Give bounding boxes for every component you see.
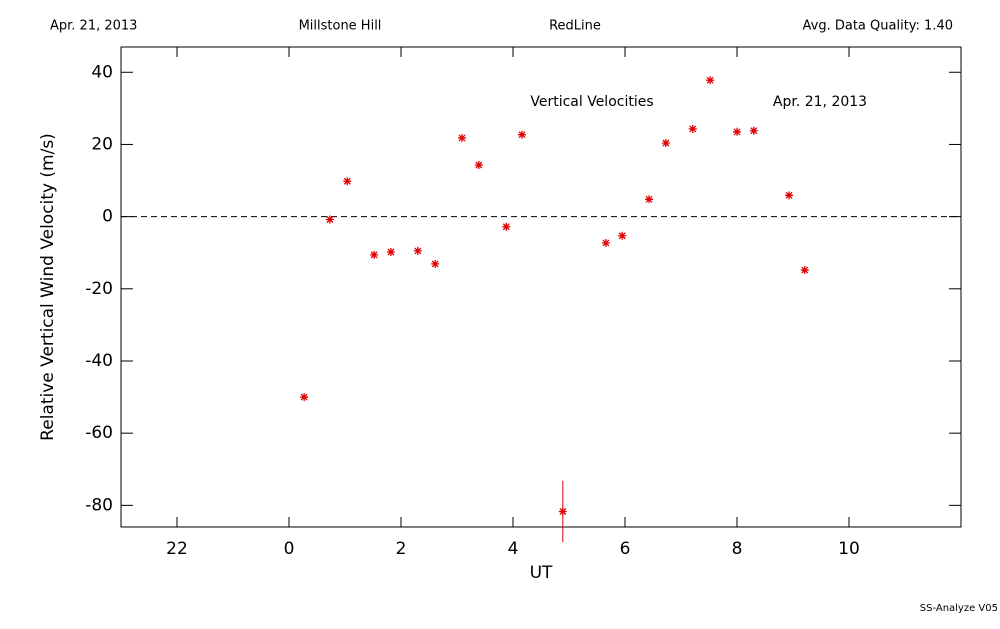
point xyxy=(474,161,483,170)
point xyxy=(601,238,610,247)
point xyxy=(413,246,422,255)
y-tick-label: -60 xyxy=(85,423,113,443)
point xyxy=(749,126,758,135)
point xyxy=(502,222,511,231)
point xyxy=(706,76,715,85)
point xyxy=(618,231,627,240)
x-tick-label: 22 xyxy=(166,539,188,559)
point xyxy=(343,177,352,186)
x-tick-label: 0 xyxy=(284,539,295,559)
y-tick-label: 40 xyxy=(91,62,113,82)
point xyxy=(785,191,794,200)
point xyxy=(431,259,440,268)
x-tick-label: 2 xyxy=(396,539,407,559)
x-tick-label: 8 xyxy=(732,539,743,559)
point xyxy=(386,247,395,256)
x-tick-label: 4 xyxy=(508,539,519,559)
y-axis-label: Relative Vertical Wind Velocity (m/s) xyxy=(38,133,58,441)
header-date: Apr. 21, 2013 xyxy=(50,19,137,34)
y-tick-label: -20 xyxy=(85,279,113,299)
y-tick-label: 0 xyxy=(102,207,113,227)
point xyxy=(800,266,809,275)
annotation: Vertical Velocities xyxy=(530,94,653,110)
point xyxy=(300,393,309,402)
point xyxy=(558,507,567,516)
point xyxy=(325,215,334,224)
header-site: Millstone Hill xyxy=(299,19,382,34)
x-axis-label: UT xyxy=(530,563,553,583)
y-tick-label: -80 xyxy=(85,495,113,515)
point xyxy=(661,139,670,147)
point xyxy=(458,133,467,142)
footer: SS-Analyze V05 xyxy=(920,603,998,614)
y-tick-label: -40 xyxy=(85,351,113,371)
x-tick-label: 10 xyxy=(838,539,860,559)
y-tick-label: 20 xyxy=(91,134,113,154)
x-tick-label: 6 xyxy=(620,539,631,559)
point xyxy=(688,124,697,133)
point xyxy=(370,250,379,259)
plot-frame xyxy=(120,46,962,528)
point xyxy=(645,195,654,204)
annotation: Apr. 21, 2013 xyxy=(773,94,867,110)
header-quality: Avg. Data Quality: 1.40 xyxy=(803,19,953,34)
point xyxy=(517,130,526,139)
header-instrument: RedLine xyxy=(549,19,601,34)
point xyxy=(733,127,741,136)
